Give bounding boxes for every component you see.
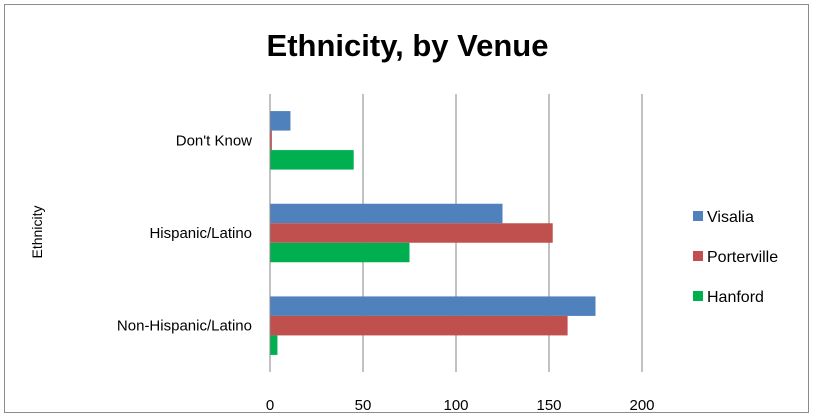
x-tick-label-0: 0 — [266, 397, 274, 414]
y-axis-label: Ethnicity — [29, 206, 45, 259]
x-tick-label-200: 200 — [629, 397, 654, 414]
bar-porterville-non-hispanic-latino — [270, 315, 568, 336]
legend: Visalia Porterville Hanford — [693, 209, 778, 306]
legend-swatch-porterville — [693, 251, 703, 261]
legend-label-visalia: Visalia — [707, 209, 754, 226]
x-tick-label-50: 50 — [355, 397, 372, 414]
legend-label-hanford: Hanford — [707, 289, 764, 306]
tick-labels: 0 50 100 150 200 — [266, 397, 655, 414]
category-labels: Don't Know Hispanic/Latino Non-Hispanic/La… — [117, 132, 252, 334]
x-tick-label-100: 100 — [443, 397, 468, 414]
bar-visalia-non-hispanic-latino — [270, 296, 596, 316]
chart-title: Ethnicity, by Venue — [266, 28, 549, 63]
category-label-hispanic-latino: Hispanic/Latino — [149, 225, 252, 242]
bar-hanford-hispanic-latino — [270, 242, 410, 263]
x-tick-label-150: 150 — [536, 397, 561, 414]
legend-swatch-visalia — [693, 211, 703, 221]
bar-visalia-hispanic-latino — [270, 203, 503, 224]
bar-porterville-don-t-know — [270, 130, 272, 151]
bars — [270, 111, 596, 355]
bar-hanford-don-t-know — [270, 150, 354, 170]
category-label-don-t-know: Don't Know — [176, 132, 252, 149]
bar-porterville-hispanic-latino — [270, 223, 553, 243]
category-label-non-hispanic-latino: Non-Hispanic/Latino — [117, 318, 252, 335]
legend-label-porterville: Porterville — [707, 249, 778, 266]
legend-swatch-hanford — [693, 291, 703, 301]
bar-hanford-non-hispanic-latino — [270, 335, 278, 355]
bar-visalia-don-t-know — [270, 111, 291, 131]
